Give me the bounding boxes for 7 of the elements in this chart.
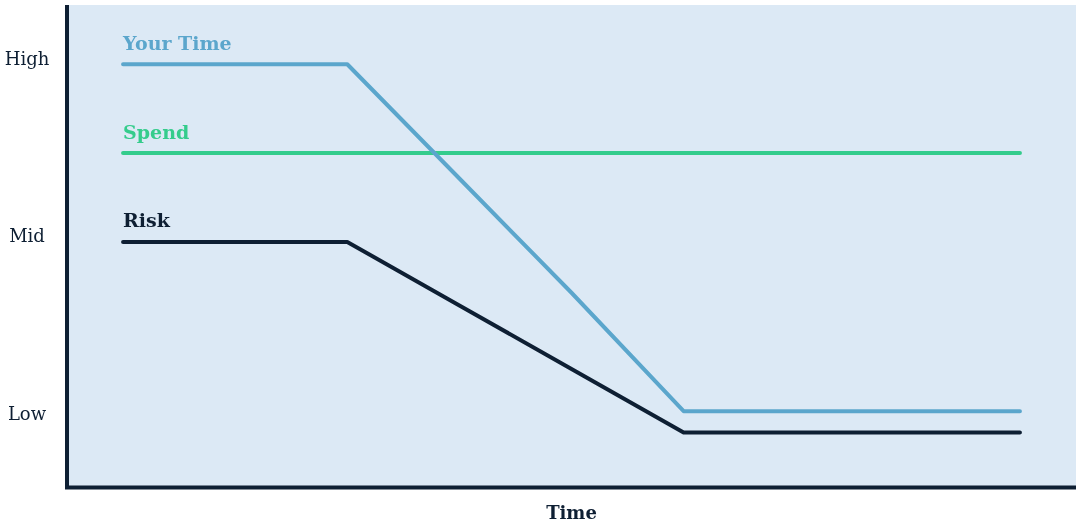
series-label: Risk [123,209,171,232]
text: Mid [9,225,45,247]
text: Low [7,402,47,424]
text: High [4,47,50,69]
x-axis-title: Time [546,501,597,523]
series-label: Spend [123,120,190,143]
series-label: Your Time [122,31,232,54]
